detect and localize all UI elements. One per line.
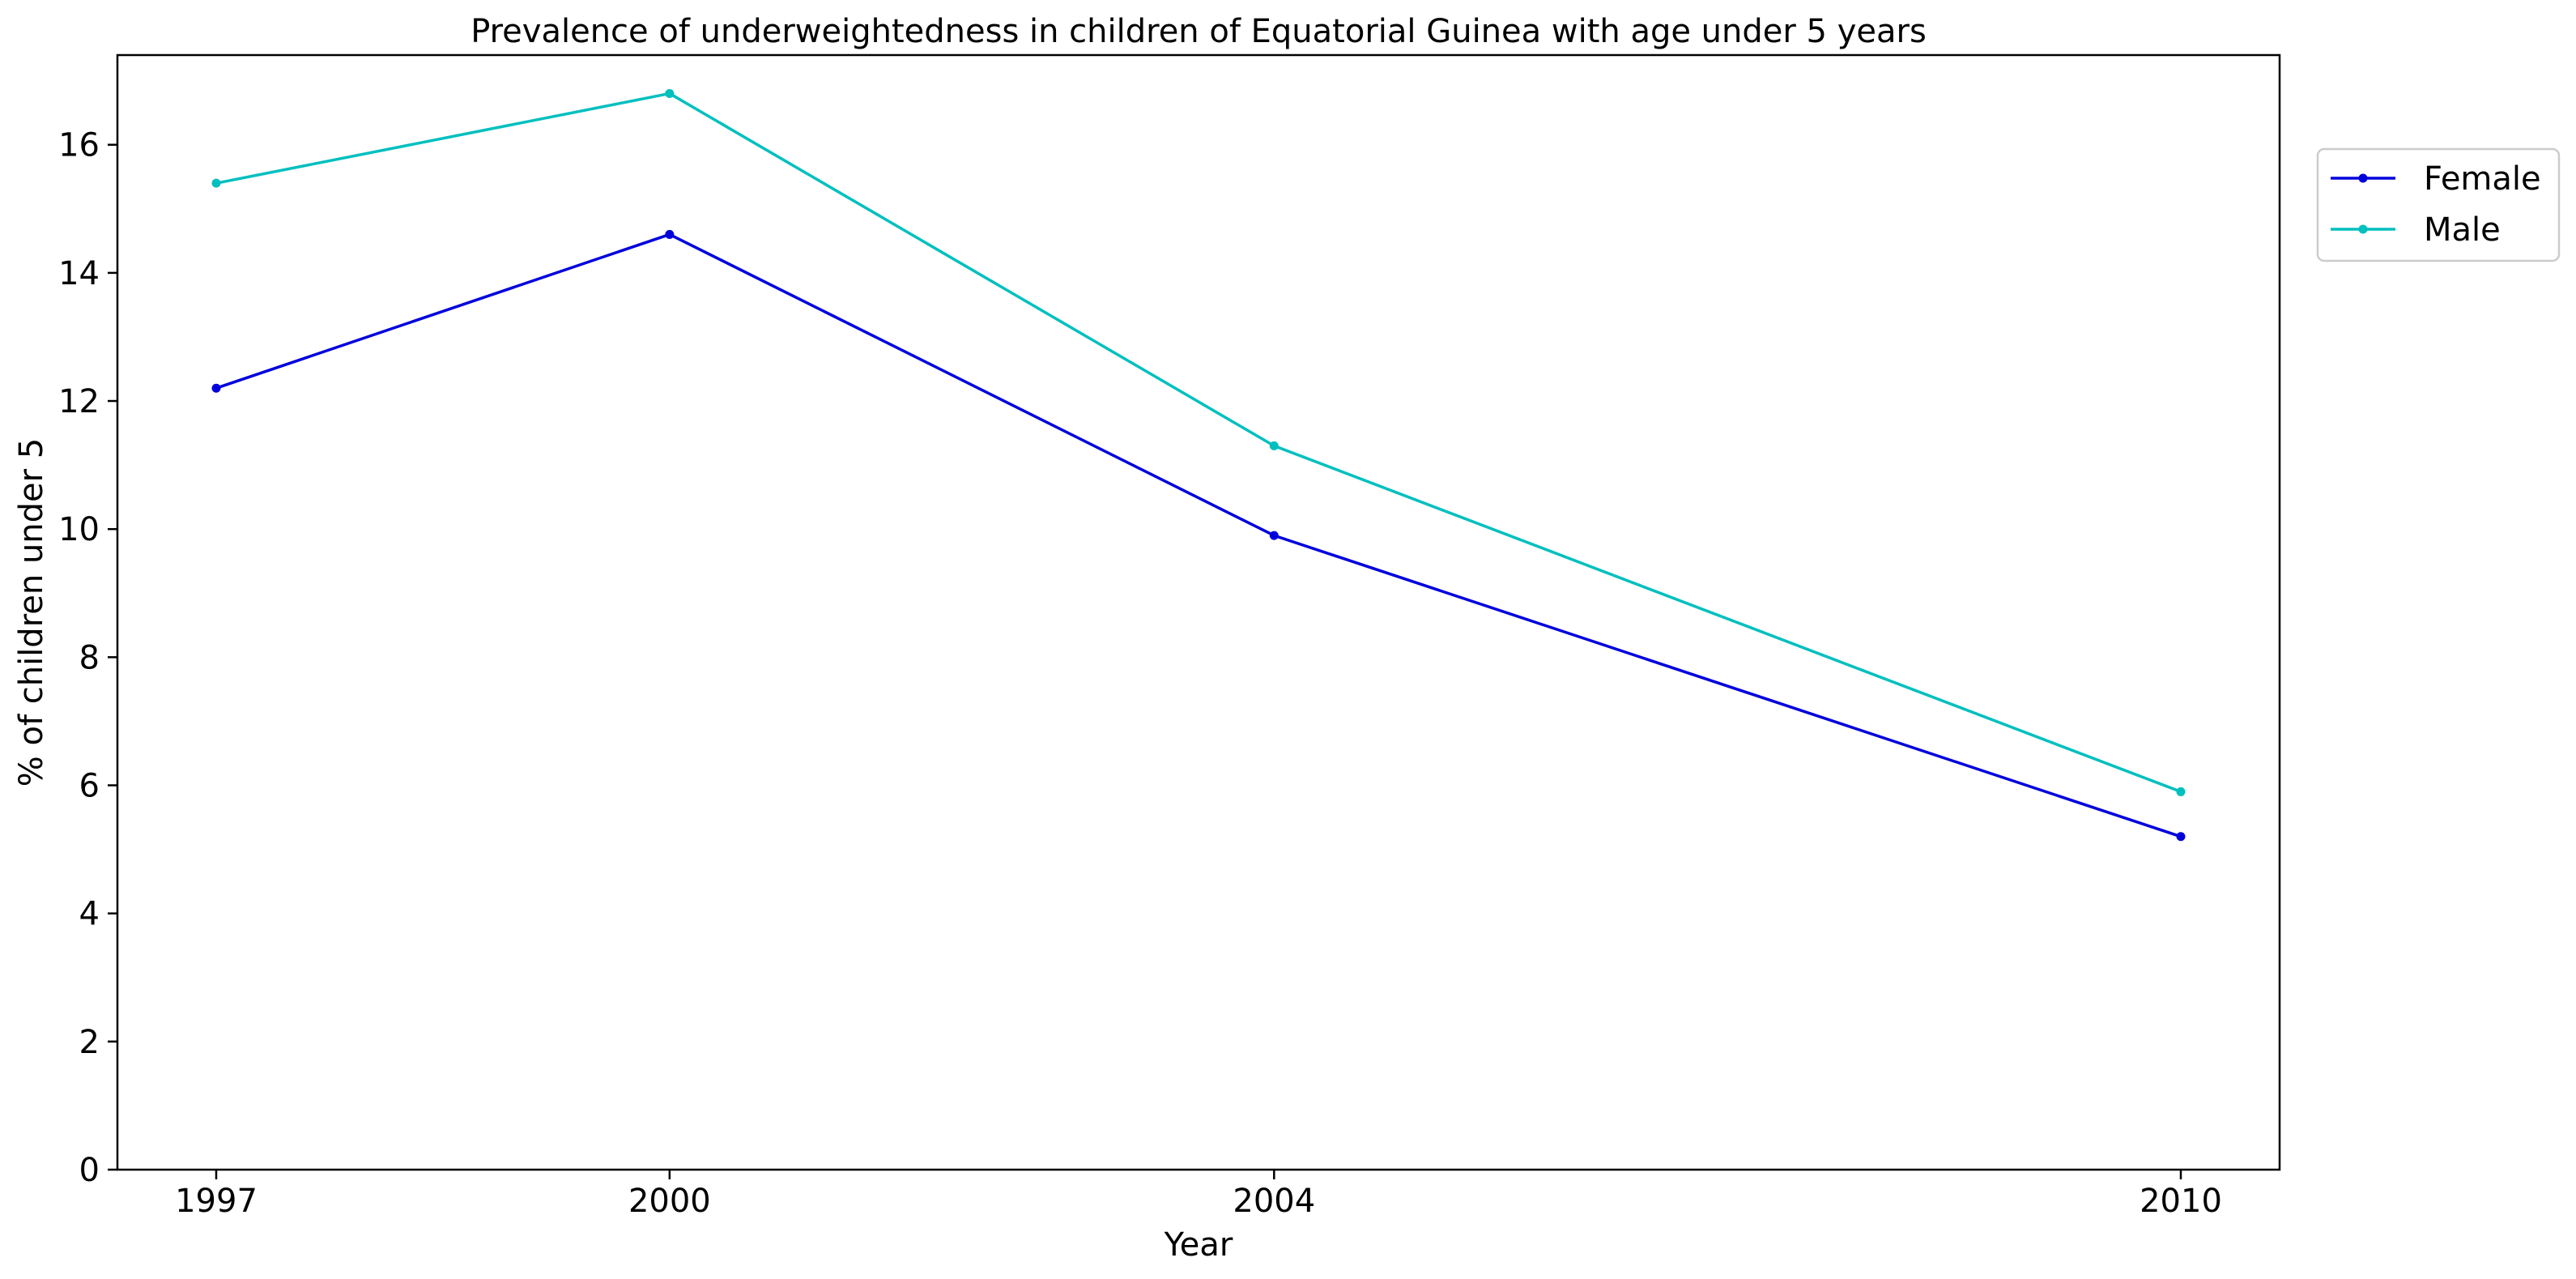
- x-axis: 1997 2000 2004 2010: [175, 1170, 2222, 1220]
- legend-marker-male: [2358, 224, 2368, 234]
- x-tick-label: 2004: [1233, 1183, 1315, 1220]
- chart-title: Prevalence of underweightedness in child…: [470, 13, 1927, 50]
- series-line-male: [215, 92, 2182, 794]
- data-point-female: [665, 229, 675, 239]
- y-tick-label: 8: [79, 639, 100, 676]
- series-male: [211, 88, 2186, 796]
- y-tick-label: 6: [79, 768, 100, 805]
- data-point-male: [211, 178, 221, 188]
- y-tick-label: 10: [58, 511, 100, 548]
- plot-area-frame: [116, 53, 2281, 1171]
- data-point-male: [2176, 787, 2186, 796]
- y-tick-label: 14: [58, 255, 100, 292]
- data-point-male: [665, 88, 675, 98]
- legend-label-male: Male: [2424, 211, 2501, 249]
- legend: Female Male: [2316, 147, 2561, 262]
- y-tick-label: 16: [58, 127, 100, 164]
- x-tick-label: 1997: [175, 1183, 258, 1220]
- series-female: [211, 229, 2186, 842]
- legend-label-female: Female: [2424, 160, 2541, 198]
- series-layer: [211, 88, 2186, 842]
- y-tick-label: 4: [79, 896, 100, 933]
- y-tick-label: 2: [79, 1024, 100, 1061]
- data-point-female: [211, 383, 221, 393]
- y-tick-label: 12: [58, 383, 100, 420]
- y-axis-label: % of children under 5: [13, 438, 50, 787]
- series-line-female: [215, 232, 2182, 838]
- data-point-female: [2176, 832, 2186, 842]
- y-tick-label: 0: [79, 1152, 100, 1189]
- x-tick-label: 2000: [628, 1183, 711, 1220]
- data-point-male: [1269, 441, 1279, 450]
- legend-marker-female: [2358, 173, 2368, 183]
- data-point-female: [1269, 531, 1279, 540]
- y-axis: 0 2 4 6 8 10 12 14 16: [58, 127, 117, 1189]
- x-tick-label: 2010: [2140, 1183, 2222, 1220]
- x-axis-label: Year: [1164, 1226, 1233, 1264]
